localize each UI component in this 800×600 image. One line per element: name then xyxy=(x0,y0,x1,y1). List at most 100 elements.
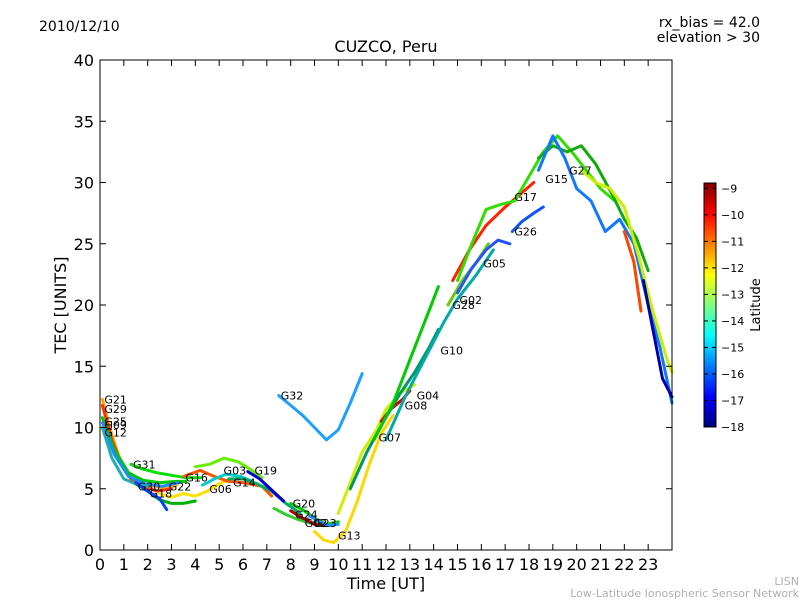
sat-label-g25: G25 xyxy=(104,415,127,428)
colorbar-tick-label: −10 xyxy=(721,209,744,222)
x-tick-label: 5 xyxy=(214,555,224,574)
colorbar-tick-label: −17 xyxy=(721,394,744,407)
y-tick-label: 25 xyxy=(74,235,94,254)
sat-label-g28: G28 xyxy=(452,299,475,312)
x-axis: 0 1 2 3 4 5 6 7 8 9 10 11 12 13 14 15 16 17 18 19 20 21 22 23 xyxy=(95,60,658,574)
sat-label-g18: G18 xyxy=(150,488,173,501)
sat-label-g26: G26 xyxy=(514,226,537,239)
sat-label-g13: G13 xyxy=(338,529,361,542)
x-tick-label: 3 xyxy=(166,555,176,574)
y-tick-label: 5 xyxy=(84,480,94,499)
footer-network: Low-Latitude Ionospheric Sensor Network xyxy=(570,587,799,600)
y-axis-label: TEC [UNITS] xyxy=(51,257,70,355)
sat-label-g02: G02 xyxy=(460,294,483,307)
colorbar-tick-label: −13 xyxy=(721,288,744,301)
series-line-g27d xyxy=(641,279,674,399)
series-line-g18 xyxy=(134,481,169,512)
series-line-g25 xyxy=(100,416,188,485)
sat-label-g05: G05 xyxy=(483,257,506,270)
y-axis: 0 5 10 15 20 25 30 35 40 xyxy=(74,51,672,560)
series-line-g10 xyxy=(372,285,440,442)
date-label: 2010/12/10 xyxy=(39,19,120,35)
sat-label-g21: G21 xyxy=(104,393,127,406)
sat-label-g17: G17 xyxy=(514,191,537,204)
x-tick-label: 9 xyxy=(309,555,319,574)
x-tick-label: 1 xyxy=(119,555,129,574)
chart-title: CUZCO, Peru xyxy=(334,37,437,56)
colorbar-tick-label: −9 xyxy=(721,182,737,195)
sat-label-g04: G04 xyxy=(417,390,440,403)
series-line-g22 xyxy=(158,477,233,499)
colorbar-tick-label: −15 xyxy=(721,341,744,354)
series-line-g23 xyxy=(308,514,340,527)
sat-label-g02: G02 xyxy=(305,517,328,530)
colorbar-tick-label: −12 xyxy=(721,262,744,275)
elevation-label: elevation > 30 xyxy=(657,30,760,46)
sat-label-g31: G31 xyxy=(133,458,156,471)
sat-label-g09: G09 xyxy=(104,419,127,432)
x-tick-label: 2 xyxy=(143,555,153,574)
x-tick-label: 23 xyxy=(638,555,658,574)
colorbar-tick-label: −18 xyxy=(721,421,744,434)
plot-area: G21G29G25G09G12G31G30G18G22G16G06G03G14G… xyxy=(100,134,674,545)
sat-label-g32: G32 xyxy=(281,390,304,403)
sat-label-g10: G10 xyxy=(440,344,463,357)
x-tick-label: 7 xyxy=(262,555,272,574)
y-tick-label: 0 xyxy=(84,541,94,560)
y-tick-label: 40 xyxy=(74,51,94,70)
sat-label-g12: G12 xyxy=(104,426,127,439)
y-tick-label: 10 xyxy=(74,419,94,438)
colorbar-label: Latitude xyxy=(749,278,764,332)
rx-bias-label: rx_bias = 42.0 xyxy=(659,15,760,31)
sat-label-g06: G06 xyxy=(209,483,232,496)
x-tick-label: 15 xyxy=(447,555,467,574)
footer-lisn: LISN xyxy=(774,575,799,588)
series-line-g02 xyxy=(289,509,326,527)
series-line-g09 xyxy=(100,421,181,488)
x-tick-label: 17 xyxy=(495,555,515,574)
x-tick-label: 0 xyxy=(95,555,105,574)
sat-label-g22: G22 xyxy=(169,480,192,493)
sat-label-g16: G16 xyxy=(185,472,208,485)
x-tick-label: 8 xyxy=(286,555,296,574)
series-line-g27c xyxy=(622,230,643,313)
x-tick-label: 16 xyxy=(471,555,491,574)
colorbar-tick-label: −11 xyxy=(721,235,744,248)
x-tick-label: 13 xyxy=(400,555,420,574)
y-tick-label: 30 xyxy=(74,174,94,193)
x-tick-label: 6 xyxy=(238,555,248,574)
series-line-g28 xyxy=(384,248,495,442)
sat-label-g14: G14 xyxy=(233,477,256,490)
series-line-g15 xyxy=(456,134,617,282)
sat-label-g24: G24 xyxy=(295,508,318,521)
series-line-g14 xyxy=(227,477,302,515)
sat-label-g20: G20 xyxy=(293,497,316,510)
x-tick-label: 21 xyxy=(590,555,610,574)
series-line-g05 xyxy=(456,238,512,295)
series-line-g03 xyxy=(193,456,264,480)
x-tick-label: 22 xyxy=(614,555,634,574)
x-tick-label: 12 xyxy=(376,555,396,574)
sat-label-g08: G08 xyxy=(405,399,428,412)
colorbar-ticks: −9 −10 −11 −12 −13 −14 −15 −16 −17 −18 xyxy=(704,182,744,434)
x-tick-label: 18 xyxy=(519,555,539,574)
y-tick-label: 20 xyxy=(74,296,94,315)
sat-label-g29: G29 xyxy=(104,403,127,416)
sat-label-g23: G23 xyxy=(314,517,337,530)
sat-label-g19: G19 xyxy=(255,464,278,477)
colorbar-tick-label: −14 xyxy=(721,315,744,328)
x-tick-label: 20 xyxy=(566,555,586,574)
y-tick-label: 15 xyxy=(74,357,94,376)
sat-label-g30: G30 xyxy=(138,480,161,493)
y-tick-label: 35 xyxy=(74,112,94,131)
x-tick-label: 10 xyxy=(328,555,348,574)
sat-label-g15: G15 xyxy=(545,173,568,186)
sat-label-g03: G03 xyxy=(224,464,247,477)
x-tick-label: 14 xyxy=(423,555,443,574)
x-tick-label: 11 xyxy=(352,555,372,574)
series-line-g27b xyxy=(579,168,674,374)
series-line-g13 xyxy=(313,413,395,545)
x-axis-label: Time [UT] xyxy=(346,574,425,593)
series-line-g26 xyxy=(510,205,545,233)
